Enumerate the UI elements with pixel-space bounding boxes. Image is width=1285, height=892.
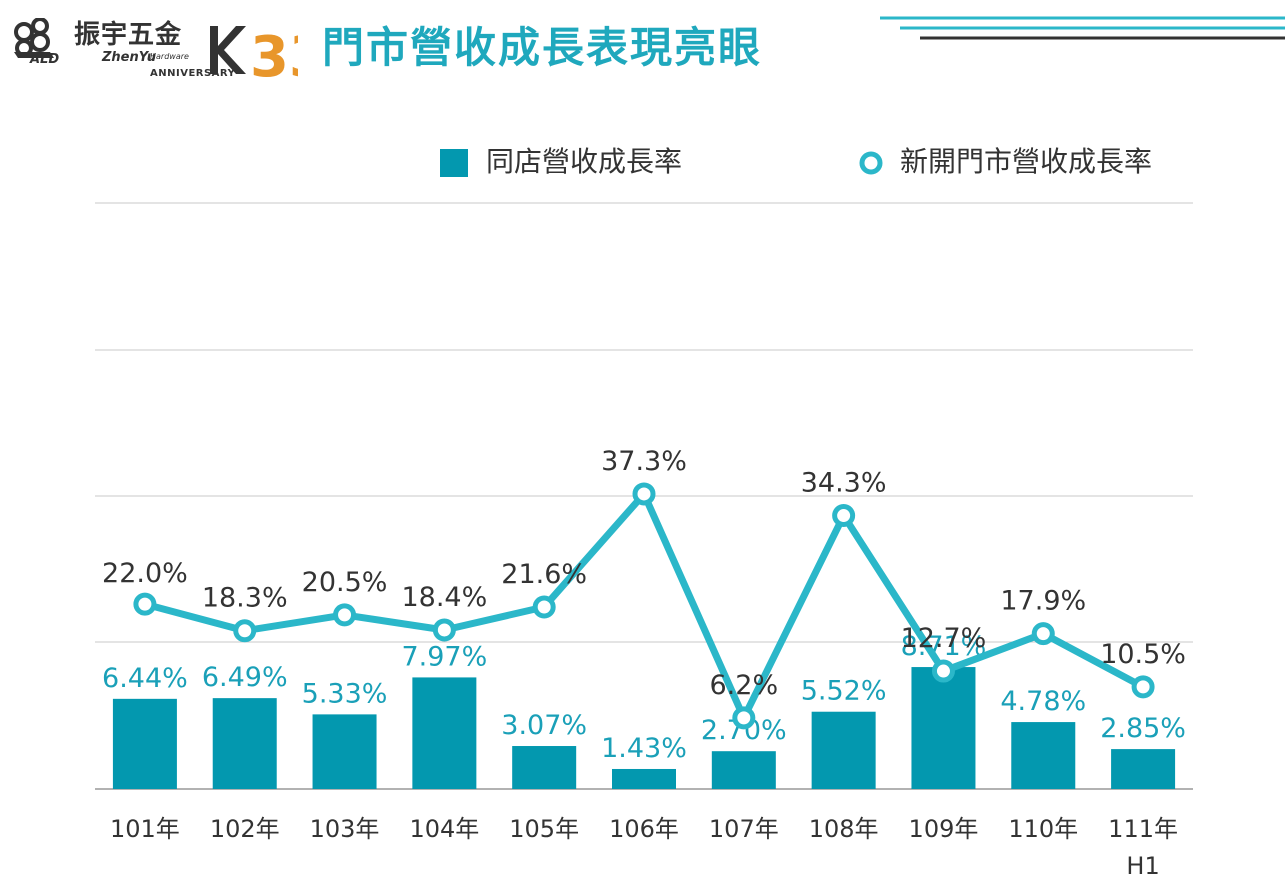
line-series <box>144 490 1145 722</box>
bar <box>911 667 976 789</box>
x-tick-label: 107年 <box>709 815 779 843</box>
line-point <box>432 618 456 642</box>
bar-data-label: 6.49% <box>202 662 288 693</box>
line-point <box>732 706 756 730</box>
x-tick-label: 102年 <box>210 815 280 843</box>
logo-company-name: 振宇五金 <box>74 20 183 50</box>
logo-emblem-icon <box>14 18 54 58</box>
bar-data-label: 1.43% <box>601 733 687 764</box>
x-tick-sublabel: H1 <box>1126 852 1159 880</box>
line-data-label: 18.3% <box>202 583 288 614</box>
line-point <box>532 595 556 619</box>
bar-data-label: 4.78% <box>1000 686 1086 717</box>
line-data-label: 6.2% <box>710 670 779 701</box>
line-point <box>333 603 357 627</box>
bar <box>312 714 377 789</box>
legend-line-label: 新開門市營收成長率 <box>900 145 1153 178</box>
legend-line: 新開門市營收成長率 <box>856 140 1152 180</box>
bar <box>1011 722 1076 789</box>
bar-data-label: 6.44% <box>102 663 188 694</box>
line-data-label: 20.5% <box>302 567 388 598</box>
line-data-label: 10.5% <box>1100 639 1186 670</box>
line-data-label: 12.7% <box>901 623 987 654</box>
line-point <box>1131 675 1155 699</box>
logo-ald-text: ALD <box>30 52 60 67</box>
bar-data-label: 2.85% <box>1100 713 1186 744</box>
page-title: 門市營收成長表現亮眼 <box>322 23 763 72</box>
x-tick-label: 109年 <box>909 815 979 843</box>
line-data-label: 17.9% <box>1000 586 1086 617</box>
line-point <box>1031 622 1055 646</box>
line-point <box>632 482 656 506</box>
x-tick-label: 105年 <box>509 815 579 843</box>
bar <box>512 746 577 789</box>
legend-line-marker-icon <box>859 151 883 175</box>
x-tick-label: 111年 <box>1108 815 1178 843</box>
bar-data-label: 5.52% <box>801 676 887 707</box>
legend-bar-label: 同店營收成長率 <box>486 145 683 178</box>
bar <box>212 698 277 789</box>
line-data-label: 21.6% <box>501 559 587 590</box>
line-data-label: 34.3% <box>801 468 887 499</box>
bar <box>112 698 177 789</box>
anniversary-number-left: 33 <box>250 25 298 82</box>
x-tick-label: 103年 <box>310 815 380 843</box>
x-tick-label: 108年 <box>809 815 879 843</box>
bar-data-label: 3.07% <box>501 710 587 741</box>
logo-anniversary-text: ANNIVERSARY <box>150 68 236 79</box>
line-point <box>832 504 856 528</box>
line-data-label: 18.4% <box>401 582 487 613</box>
line-point <box>931 659 955 683</box>
bar-data-label: 7.97% <box>401 641 487 672</box>
legend-bar-swatch <box>440 149 468 177</box>
bar-data-label: 5.33% <box>302 678 388 709</box>
x-tick-label: 101年 <box>110 815 180 843</box>
header: ALD 振宇五金 ZhenYu Hardware ANNIVERSARY 33 … <box>0 0 1285 90</box>
header-decoration-lines <box>880 16 1285 40</box>
bar <box>1111 749 1176 789</box>
x-tick-label: 104年 <box>409 815 479 843</box>
x-tick-label: 106年 <box>609 815 679 843</box>
anniversary-33-logo-icon: 33 <box>210 25 298 82</box>
x-tick-label: 110年 <box>1008 815 1078 843</box>
logo-hardware-text: Hardware <box>150 52 189 61</box>
bar <box>612 768 676 789</box>
bar <box>711 751 776 789</box>
line-point <box>233 619 257 643</box>
legend-bar: 同店營收成長率 <box>440 140 682 180</box>
company-logo: ALD 振宇五金 ZhenYu Hardware ANNIVERSARY 33 <box>10 12 310 82</box>
line-data-label: 37.3% <box>601 446 687 477</box>
bar <box>412 677 477 789</box>
bar <box>811 711 876 789</box>
line-point <box>133 592 157 616</box>
line-data-label: 22.0% <box>102 558 188 589</box>
logo-company-en: ZhenYu <box>102 50 156 65</box>
